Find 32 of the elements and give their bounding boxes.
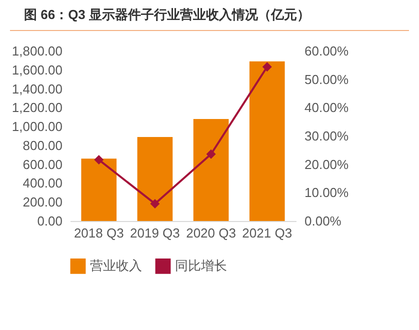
- point: [94, 155, 104, 165]
- point: [206, 149, 216, 159]
- y2-tick-label: 30.00%: [304, 128, 350, 144]
- legend-label: 营业收入: [90, 258, 142, 274]
- x-tick-label: 2019 Q3: [130, 226, 180, 240]
- x-tick-label: 2020 Q3: [186, 226, 236, 240]
- y2-tick-label: 60.00%: [304, 44, 350, 58]
- chart-title: 图 66：Q3 显示器件子行业营业收入情况（亿元）: [10, 6, 409, 31]
- y-tick-label: 800.00: [22, 138, 62, 153]
- x-tick-label: 2018 Q3: [74, 226, 124, 240]
- x-tick-label: 2021 Q3: [242, 226, 292, 240]
- bar: [193, 119, 229, 221]
- y-tick-label: 1,000.00: [12, 119, 62, 134]
- y-tick-label: 1,200.00: [12, 100, 62, 116]
- y-tick-label: 400.00: [22, 176, 62, 191]
- bar: [249, 61, 285, 221]
- y-tick-label: 1,400.00: [12, 81, 62, 96]
- point: [262, 62, 272, 72]
- point: [150, 198, 160, 208]
- y-tick-label: 600.00: [22, 156, 62, 172]
- legend-label: 同比增长: [175, 258, 227, 274]
- y2-tick-label: 40.00%: [304, 100, 350, 116]
- y2-tick-label: 50.00%: [304, 72, 350, 87]
- y-tick-label: 1,800.00: [12, 44, 62, 58]
- y-tick-label: 0.00: [37, 214, 62, 228]
- bar: [137, 136, 173, 221]
- y2-tick-label: 0.00%: [304, 214, 342, 228]
- y-tick-label: 1,600.00: [12, 62, 62, 78]
- y2-tick-label: 20.00%: [304, 156, 350, 172]
- y-tick-label: 200.00: [22, 194, 62, 210]
- y2-tick-label: 10.00%: [304, 185, 350, 200]
- bar: [81, 158, 117, 221]
